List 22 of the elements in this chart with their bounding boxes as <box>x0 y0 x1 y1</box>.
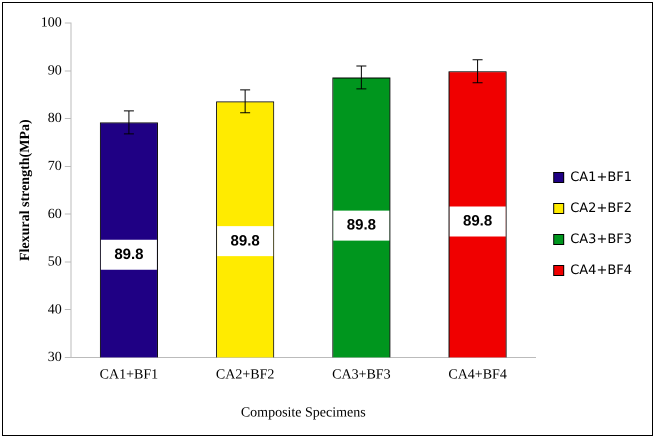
y-axis-title: Flexural strength(MPa) <box>18 119 34 262</box>
legend-label: CA2+BF2 <box>570 200 632 216</box>
y-tick-label: 40 <box>48 302 62 318</box>
annotation: 89.8 <box>346 216 376 234</box>
y-tick-label: 50 <box>48 254 62 270</box>
annotation: 89.8 <box>230 232 260 250</box>
x-tick-label: CA3+BF3 <box>332 367 391 382</box>
y-tick-label: 100 <box>40 16 62 31</box>
legend-label: CA1+BF1 <box>570 170 632 185</box>
annotation: 89.8 <box>114 246 144 263</box>
y-tick-label: 80 <box>48 111 62 126</box>
annotation: 89.8 <box>462 212 492 230</box>
y-tick-label: 90 <box>48 63 62 78</box>
x-tick-label: CA2+BF2 <box>216 367 274 382</box>
y-tick-label: 70 <box>48 158 62 174</box>
legend-label: CA3+BF3 <box>570 232 632 247</box>
x-axis-title: Composite Specimens <box>240 405 366 420</box>
x-tick-label: CA4+BF4 <box>448 367 507 382</box>
legend-label: CA4+BF4 <box>570 262 632 278</box>
y-tick-label: 60 <box>48 206 62 222</box>
x-tick-label: CA1+BF1 <box>100 367 158 382</box>
y-tick-label: 30 <box>48 350 62 366</box>
